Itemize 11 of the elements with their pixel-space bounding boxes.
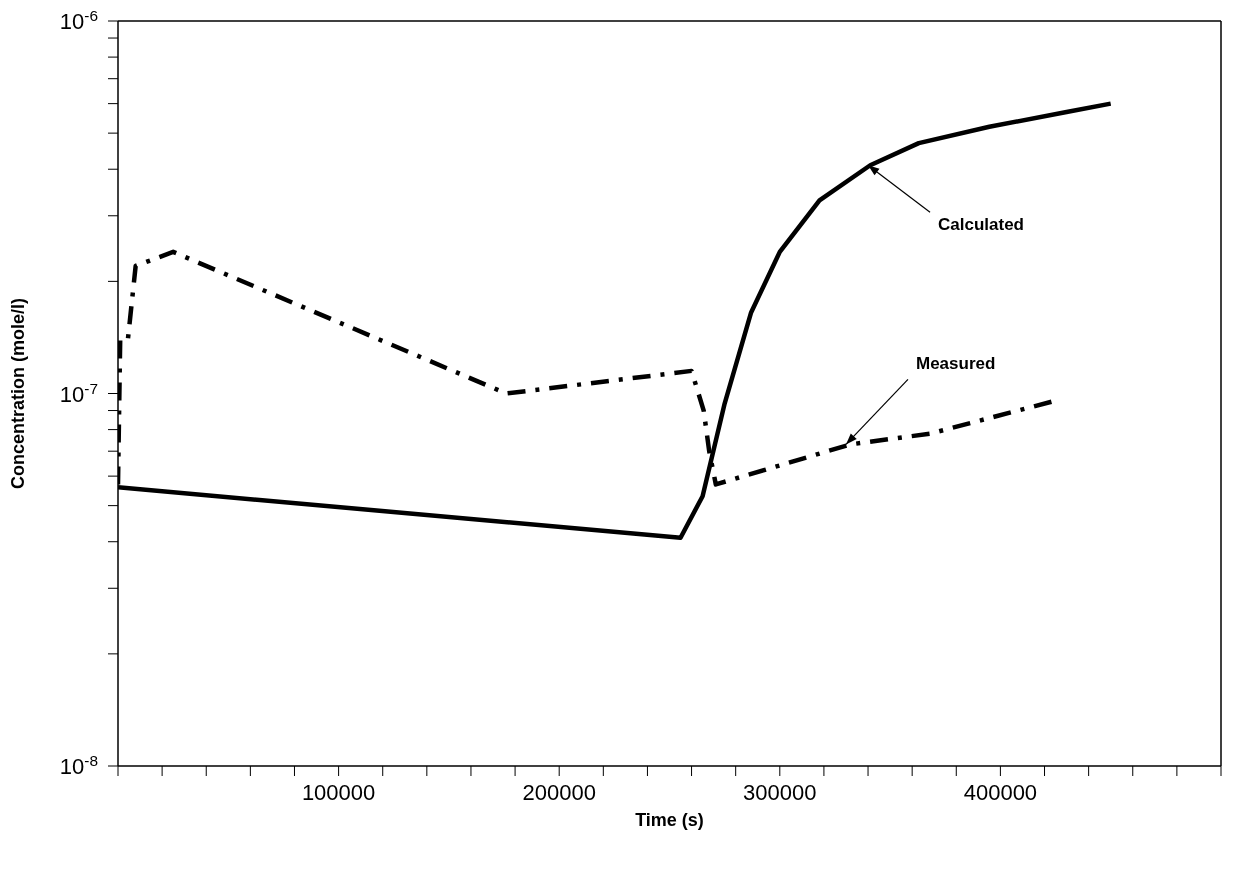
y-axis-title: Concentration (mole/l) bbox=[8, 297, 29, 490]
x-tick-label: 400000 bbox=[963, 780, 1038, 805]
x-tick-label: 200000 bbox=[522, 780, 596, 805]
y-tick-label: 10$^{-6}$ bbox=[59, 6, 98, 34]
y-tick-label: 10$^{-7}$ bbox=[59, 379, 98, 407]
x-tick-label: 100000 bbox=[301, 780, 376, 805]
x-tick-label: 300000 bbox=[743, 780, 817, 805]
y-tick-label: 10$^{-8}$ bbox=[59, 751, 98, 779]
x-axis-title: Time (s) bbox=[635, 810, 704, 830]
annotation: Calculated bbox=[938, 215, 1025, 235]
annotation: Measured bbox=[915, 354, 996, 374]
